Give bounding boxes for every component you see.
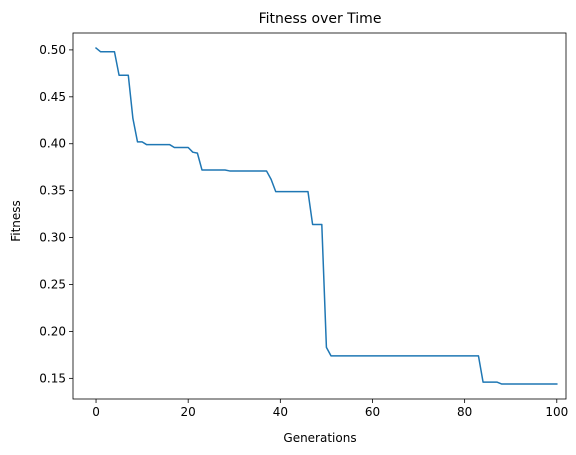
y-tick-label: 0.40 — [39, 137, 66, 151]
y-tick-label: 0.25 — [39, 278, 66, 292]
chart-title: Fitness over Time — [259, 11, 382, 27]
x-axis-label: Generations — [283, 431, 356, 445]
x-tick-label: 0 — [92, 405, 100, 419]
x-tick-label: 100 — [545, 405, 568, 419]
y-tick-label: 0.35 — [39, 184, 66, 198]
y-tick-label: 0.20 — [39, 324, 66, 338]
y-axis-label: Fitness — [9, 200, 23, 242]
axes-frame — [72, 32, 567, 400]
x-tick-label: 60 — [365, 405, 380, 419]
series-line-0 — [94, 46, 558, 385]
x-tick-label: 20 — [181, 405, 196, 419]
x-tick-label: 80 — [457, 405, 472, 419]
y-tick-label: 0.50 — [39, 43, 66, 57]
x-tick-label: 40 — [273, 405, 288, 419]
y-tick-label: 0.15 — [39, 371, 66, 385]
y-tick-label: 0.45 — [39, 90, 66, 104]
y-tick-label: 0.30 — [39, 231, 66, 245]
plot-area: 0 20 40 60 80 100 0.15 0.20 0.25 0.30 0.35 0.40 0.45… — [39, 32, 568, 419]
